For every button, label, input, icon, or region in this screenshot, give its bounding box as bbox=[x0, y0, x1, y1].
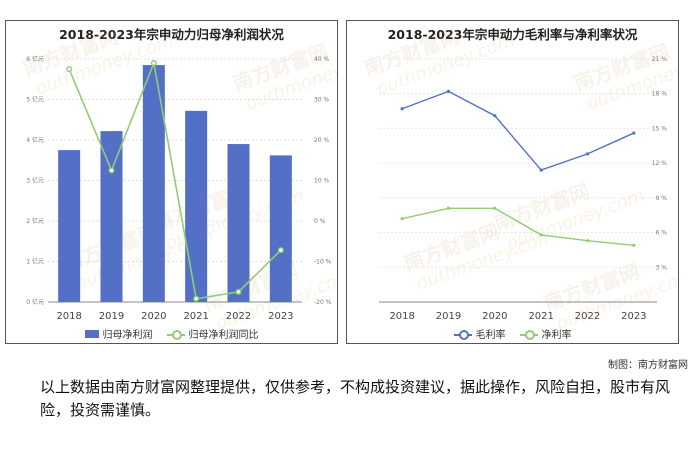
series-line bbox=[402, 207, 634, 246]
legend-item-net-profit[interactable]: 归母净利润 bbox=[84, 326, 153, 341]
data-point bbox=[66, 66, 73, 73]
legend-item-yoy[interactable]: 归母净利润同比 bbox=[166, 326, 259, 341]
bar bbox=[100, 131, 123, 302]
data-point bbox=[493, 114, 497, 118]
y-tick-label: 6 % bbox=[656, 230, 668, 237]
data-point bbox=[235, 288, 242, 295]
credit-text: 制图：南方财富网 bbox=[608, 360, 688, 371]
y-tick-label: 5 亿元 bbox=[26, 96, 44, 104]
line-swatch-icon bbox=[519, 329, 538, 340]
x-tick-label: 2022 bbox=[226, 311, 251, 322]
data-point bbox=[150, 60, 157, 67]
series-line bbox=[68, 60, 282, 300]
right-chart-legend: 毛利率 净利率 bbox=[347, 326, 678, 341]
y-tick-label: 9 % bbox=[656, 195, 668, 202]
y-tick-label: 18 % bbox=[652, 91, 668, 98]
y-tick-label: 21 % bbox=[652, 56, 668, 63]
data-point bbox=[539, 233, 543, 237]
right-chart-svg: 南方财富网outhmoney.com南方财富网outhmoney.com南方财富… bbox=[361, 24, 678, 335]
data-point bbox=[585, 152, 590, 156]
x-tick-label: 2021 bbox=[183, 311, 208, 322]
bar bbox=[269, 155, 292, 302]
y2-tick-label: 40 % bbox=[314, 56, 330, 63]
line-swatch-icon bbox=[453, 329, 472, 340]
legend-label: 归母净利润同比 bbox=[188, 330, 259, 341]
x-tick-label: 2021 bbox=[528, 311, 553, 322]
data-point bbox=[446, 206, 451, 210]
y2-tick-label: 20 % bbox=[314, 137, 330, 144]
x-tick-label: 2019 bbox=[99, 311, 124, 322]
y-tick-label: 3 亿元 bbox=[26, 177, 44, 185]
x-tick-label: 2018 bbox=[389, 311, 414, 322]
data-point bbox=[632, 131, 636, 135]
y-tick-label: 1 亿元 bbox=[26, 258, 44, 266]
data-point bbox=[446, 89, 451, 93]
disclaimer-text: 以上数据由南方财富网整理提供，仅供参考，不构成投资建议，据此操作，风险自担，股市… bbox=[40, 378, 671, 419]
x-tick-label: 2018 bbox=[56, 311, 81, 322]
y2-tick-label: 30 % bbox=[314, 97, 330, 104]
legend-label: 净利率 bbox=[541, 330, 572, 341]
y-tick-label: 4 亿元 bbox=[26, 136, 44, 144]
right-chart-panel: 2018-2023年宗申动力毛利率与净利率状况 南方财富网 outhmoney.c… bbox=[346, 20, 679, 344]
y2-tick-label: -20 % bbox=[314, 299, 332, 306]
data-point bbox=[277, 247, 284, 254]
data-point bbox=[539, 168, 543, 172]
data-point bbox=[108, 167, 115, 174]
y2-tick-label: 10 % bbox=[314, 178, 330, 185]
legend-label: 毛利率 bbox=[475, 330, 506, 341]
y-tick-label: 6 亿元 bbox=[26, 55, 44, 63]
y-tick-label: 12 % bbox=[652, 160, 668, 167]
legend-item-gross-margin[interactable]: 毛利率 bbox=[453, 326, 506, 341]
y-tick-label: 15 % bbox=[652, 125, 668, 132]
x-tick-label: 2019 bbox=[436, 311, 461, 322]
left-chart-legend: 归母净利润 归母净利润同比 bbox=[6, 326, 337, 341]
line-swatch-icon bbox=[166, 329, 185, 340]
y-tick-label: 0 亿元 bbox=[26, 298, 44, 306]
watermark: 南方财富网outhmoney.com南方财富网outhmoney.com南方财富… bbox=[361, 24, 678, 335]
legend-item-net-margin[interactable]: 净利率 bbox=[519, 326, 572, 341]
left-chart-title: 2018-2023年宗申动力归母净利润状况 bbox=[59, 27, 284, 42]
x-tick-label: 2022 bbox=[575, 311, 600, 322]
data-point bbox=[400, 217, 404, 221]
left-chart-panel: 2018-2023年宗申动力归母净利润状况 南方财富网 outhmoney.com… bbox=[5, 20, 338, 344]
x-tick-label: 2020 bbox=[482, 311, 507, 322]
data-point bbox=[400, 107, 404, 111]
x-tick-label: 2023 bbox=[621, 311, 646, 322]
y2-tick-label: 0 % bbox=[314, 218, 326, 225]
x-tick-label: 2020 bbox=[141, 311, 166, 322]
y-tick-label: 3 % bbox=[656, 264, 668, 271]
right-chart-title: 2018-2023年宗申动力毛利率与净利率状况 bbox=[387, 27, 638, 42]
bar bbox=[142, 65, 165, 302]
data-point bbox=[632, 243, 636, 247]
bar bbox=[58, 150, 81, 302]
legend-label: 归母净利润 bbox=[102, 330, 153, 341]
x-tick-label: 2023 bbox=[268, 311, 293, 322]
bar bbox=[185, 110, 208, 302]
series-line bbox=[401, 90, 635, 171]
data-point bbox=[585, 239, 590, 243]
y-tick-label: 2 亿元 bbox=[26, 217, 44, 225]
data-point bbox=[493, 206, 497, 210]
data-point bbox=[193, 295, 200, 302]
bar-swatch-icon bbox=[84, 329, 99, 338]
bar bbox=[227, 144, 250, 302]
y2-tick-label: -10 % bbox=[314, 259, 332, 266]
